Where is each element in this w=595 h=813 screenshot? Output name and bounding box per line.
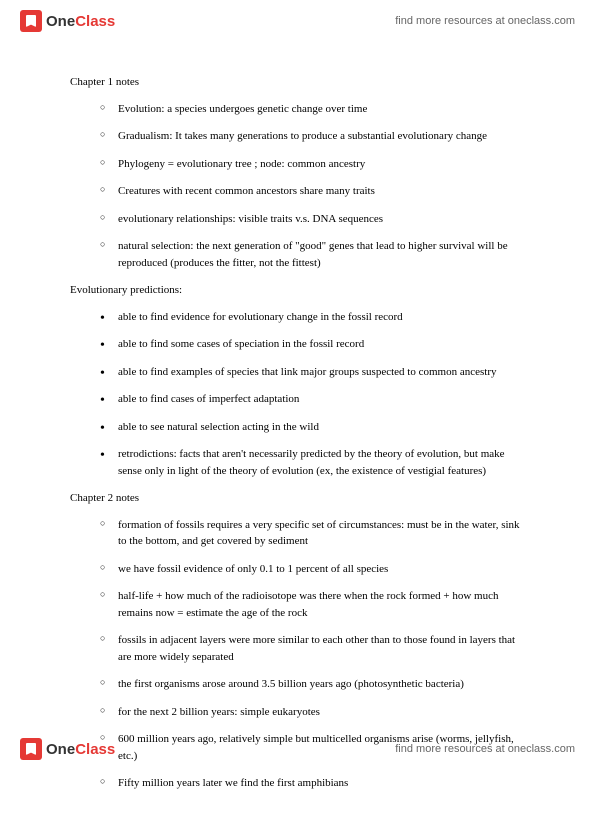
logo-text-one: One [46,741,75,758]
list-item: retrodictions: facts that aren't necessa… [100,446,525,479]
footer-link[interactable]: find more resources at oneclass.com [395,743,575,755]
list-item: able to find evidence for evolutionary c… [100,309,525,326]
list-item: able to find some cases of speciation in… [100,336,525,353]
list-item: fossils in adjacent layers were more sim… [100,632,525,665]
predictions-heading: Evolutionary predictions: [70,282,525,299]
list-item: formation of fossils requires a very spe… [100,517,525,550]
list-item: Gradualism: It takes many generations to… [100,128,525,145]
header-link[interactable]: find more resources at oneclass.com [395,15,575,27]
logo-icon [20,738,42,760]
list-item: we have fossil evidence of only 0.1 to 1… [100,561,525,578]
logo-icon [20,10,42,32]
document-content: Chapter 1 notes Evolution: a species und… [0,38,595,813]
logo-text-one: One [46,13,75,30]
footer-logo[interactable]: OneClass [20,738,115,760]
list-item: Fifty million years later we find the fi… [100,775,525,792]
header: OneClass find more resources at oneclass… [0,0,595,38]
list-item: for the next 2 billion years: simple euk… [100,704,525,721]
list-item: able to find examples of species that li… [100,364,525,381]
logo-text-class: Class [75,13,115,30]
list-item: Phylogeny = evolutionary tree ; node: co… [100,156,525,173]
chapter1-heading: Chapter 1 notes [70,74,525,91]
footer: OneClass find more resources at oneclass… [0,732,595,770]
chapter2-heading: Chapter 2 notes [70,490,525,507]
list-item: Creatures with recent common ancestors s… [100,183,525,200]
logo-text-class: Class [75,741,115,758]
list-item: Evolution: a species undergoes genetic c… [100,101,525,118]
list-item: evolutionary relationships: visible trai… [100,211,525,228]
list-item: natural selection: the next generation o… [100,238,525,271]
logo[interactable]: OneClass [20,10,115,32]
list-item: able to find cases of imperfect adaptati… [100,391,525,408]
predictions-list: able to find evidence for evolutionary c… [70,309,525,480]
list-item: able to see natural selection acting in … [100,419,525,436]
chapter1-list: Evolution: a species undergoes genetic c… [70,101,525,272]
list-item: half-life + how much of the radioisotope… [100,588,525,621]
list-item: the first organisms arose around 3.5 bil… [100,676,525,693]
